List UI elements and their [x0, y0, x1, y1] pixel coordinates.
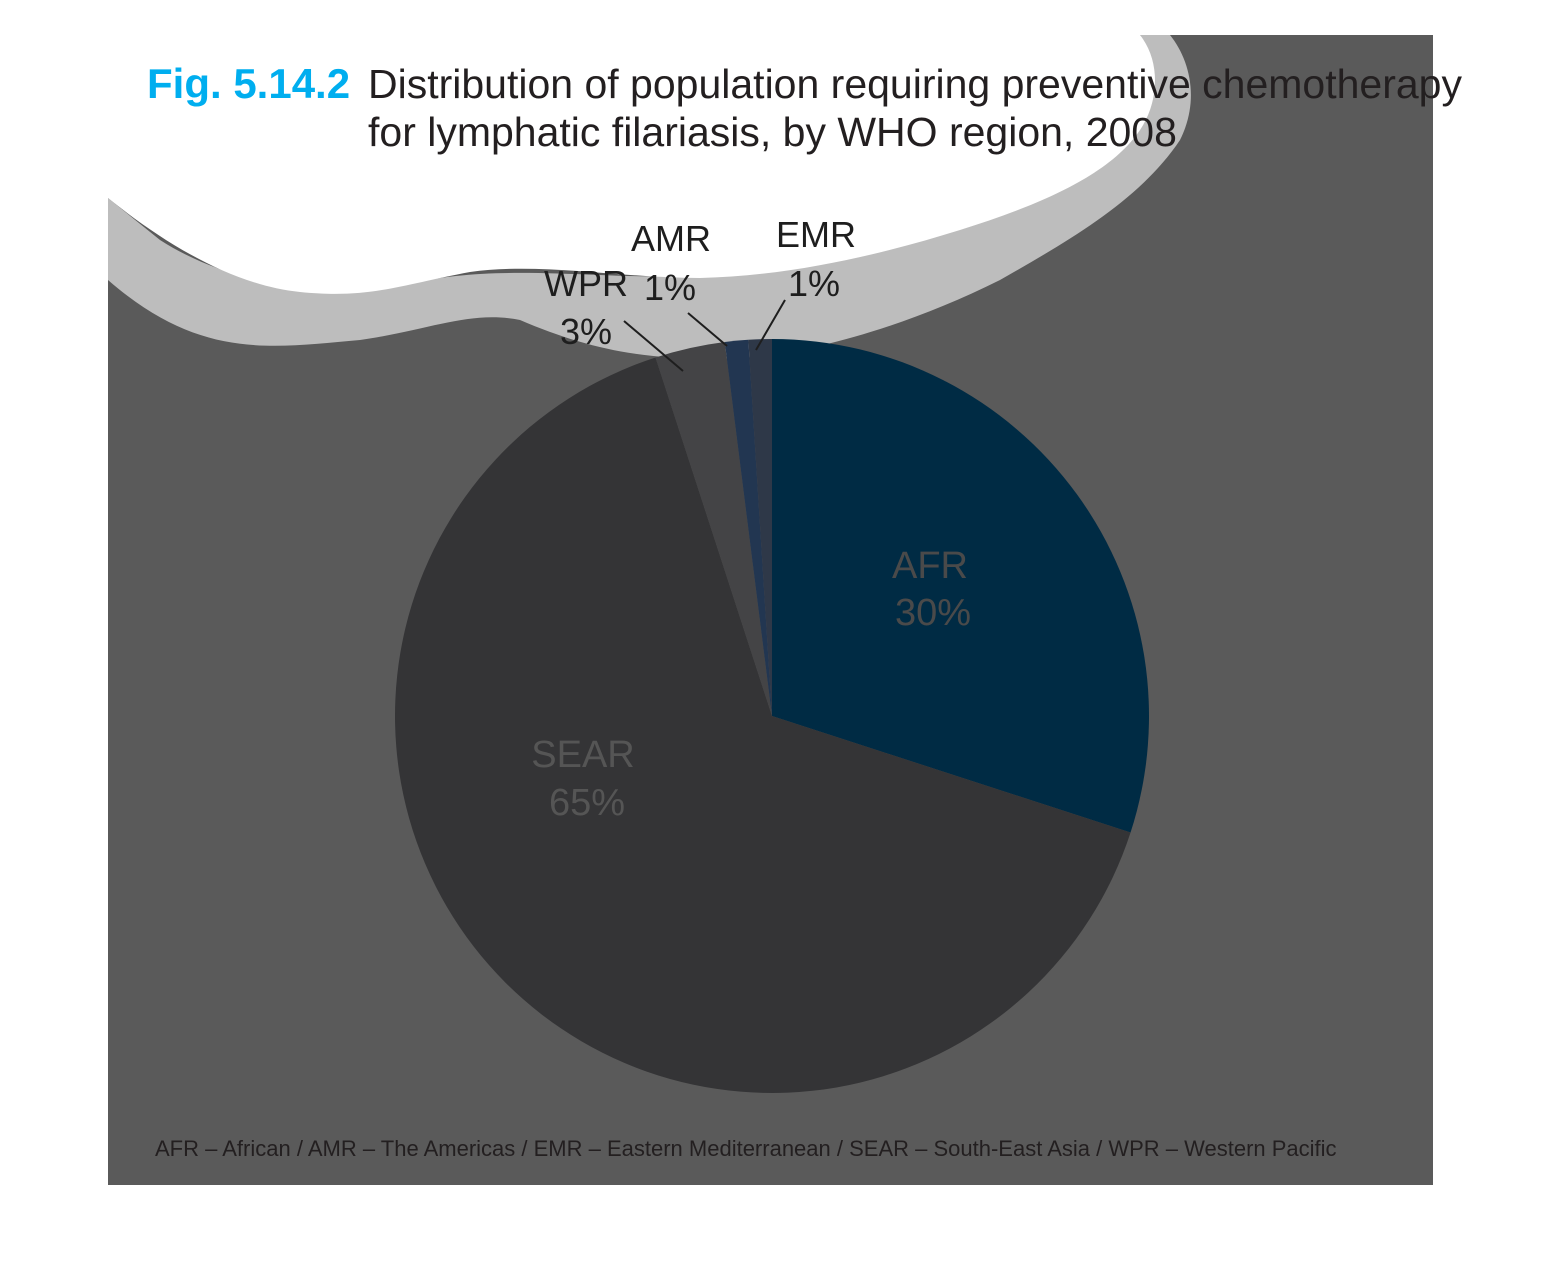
leader-line-emr	[755, 299, 786, 351]
slice-value-sear: 65%	[549, 782, 625, 824]
slice-label-wpr: WPR	[544, 263, 628, 304]
slice-label-amr: AMR	[631, 218, 711, 259]
pie-slice-afr	[772, 339, 1150, 833]
slice-label-sear: SEAR	[531, 734, 634, 776]
title-area	[108, 35, 1155, 294]
pie-slices	[395, 339, 1150, 1093]
leader-line-amr	[687, 312, 728, 347]
pie-slice-emr	[748, 339, 772, 716]
slice-value-amr: 1%	[644, 267, 696, 308]
pie-slice-amr	[724, 339, 772, 716]
page-margin-top	[0, 0, 1542, 35]
figure-number: Fig. 5.14.2	[147, 60, 350, 107]
figure-title-line2: for lymphatic filariasis, by WHO region,…	[368, 109, 1177, 155]
pie-slice-wpr	[655, 341, 772, 716]
slice-label-afr: AFR	[892, 545, 968, 587]
figure-title-line1: Distribution of population requiring pre…	[368, 61, 1462, 107]
slice-value-emr: 1%	[788, 263, 840, 304]
footnote: AFR – African / AMR – The Americas / EMR…	[155, 1136, 1337, 1161]
pie-slice-sear	[395, 357, 1131, 1093]
leader-line-wpr	[623, 320, 684, 372]
wave-band	[108, 35, 1191, 359]
slice-value-wpr: 3%	[560, 311, 612, 352]
slice-label-emr: EMR	[776, 214, 856, 255]
slice-value-afr: 30%	[895, 592, 971, 634]
